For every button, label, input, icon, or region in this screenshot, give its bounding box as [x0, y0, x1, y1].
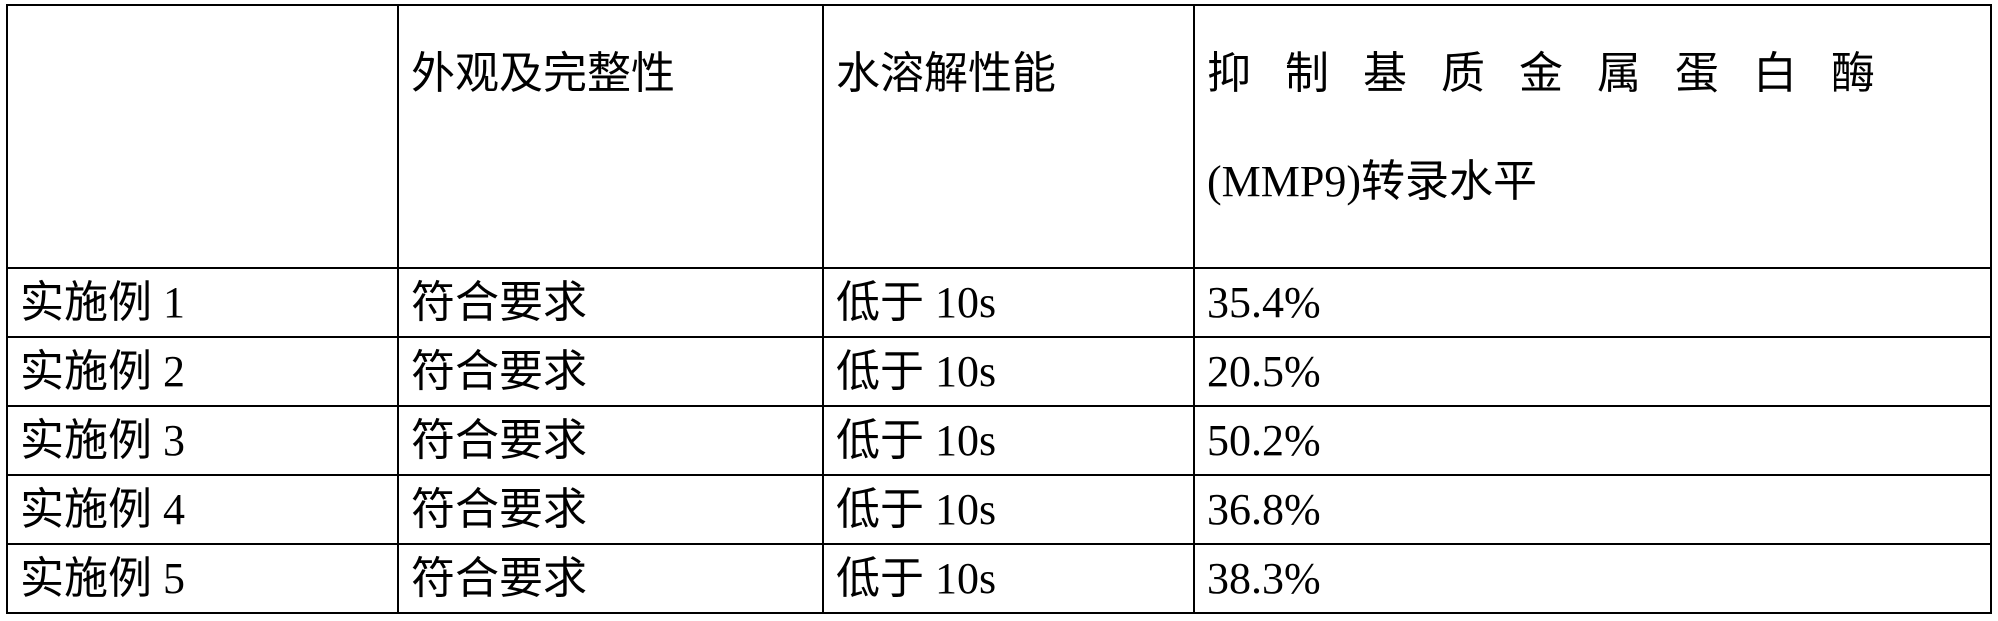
header-cell-blank: [7, 5, 398, 268]
cell-solubility: 低于 10s: [823, 337, 1194, 406]
table-row: 实施例 4 符合要求 低于 10s 36.8%: [7, 475, 1991, 544]
cell-mmp9: 36.8%: [1194, 475, 1991, 544]
table-row: 实施例 3 符合要求 低于 10s 50.2%: [7, 406, 1991, 475]
cell-solubility: 低于 10s: [823, 268, 1194, 337]
table-row: 实施例 2 符合要求 低于 10s 20.5%: [7, 337, 1991, 406]
cell-solubility: 低于 10s: [823, 475, 1194, 544]
data-table: 外观及完整性 水溶解性能 抑制基质金属蛋白酶 (MMP9)转录水平 实施例 1 …: [6, 4, 1992, 614]
cell-mmp9: 35.4%: [1194, 268, 1991, 337]
cell-appearance: 符合要求: [398, 544, 823, 613]
cell-appearance: 符合要求: [398, 475, 823, 544]
cell-solubility: 低于 10s: [823, 544, 1194, 613]
cell-example-id: 实施例 2: [7, 337, 398, 406]
cell-example-id: 实施例 4: [7, 475, 398, 544]
table-row: 实施例 1 符合要求 低于 10s 35.4%: [7, 268, 1991, 337]
header-mmp9-line2: (MMP9)转录水平: [1207, 128, 1978, 236]
header-mmp9-line1: 抑制基质金属蛋白酶: [1207, 49, 1875, 98]
cell-appearance: 符合要求: [398, 406, 823, 475]
cell-example-id: 实施例 3: [7, 406, 398, 475]
cell-mmp9: 50.2%: [1194, 406, 1991, 475]
cell-example-id: 实施例 5: [7, 544, 398, 613]
table-header-row: 外观及完整性 水溶解性能 抑制基质金属蛋白酶 (MMP9)转录水平: [7, 5, 1991, 268]
cell-mmp9: 38.3%: [1194, 544, 1991, 613]
cell-appearance: 符合要求: [398, 337, 823, 406]
header-cell-mmp9: 抑制基质金属蛋白酶 (MMP9)转录水平: [1194, 5, 1991, 268]
header-cell-solubility: 水溶解性能: [823, 5, 1194, 268]
header-cell-appearance: 外观及完整性: [398, 5, 823, 268]
cell-example-id: 实施例 1: [7, 268, 398, 337]
cell-mmp9: 20.5%: [1194, 337, 1991, 406]
table-row: 实施例 5 符合要求 低于 10s 38.3%: [7, 544, 1991, 613]
cell-appearance: 符合要求: [398, 268, 823, 337]
cell-solubility: 低于 10s: [823, 406, 1194, 475]
table-container: 外观及完整性 水溶解性能 抑制基质金属蛋白酶 (MMP9)转录水平 实施例 1 …: [0, 0, 1998, 618]
